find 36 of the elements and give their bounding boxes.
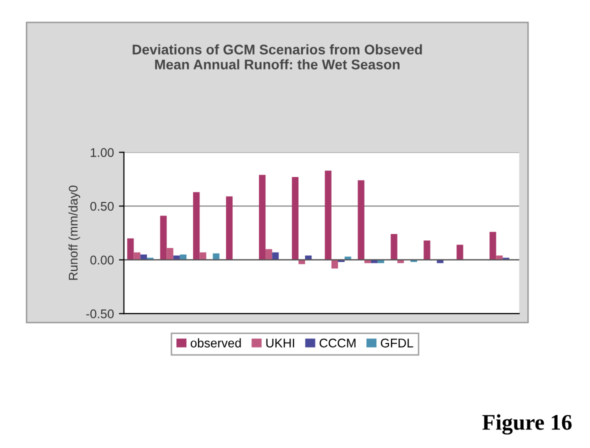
bar	[193, 192, 200, 260]
y-tick-label: -0.50	[86, 309, 114, 318]
bar	[140, 254, 147, 260]
bar	[173, 256, 180, 260]
bar	[134, 252, 140, 260]
bar	[226, 196, 233, 260]
chart-title: Deviations of GCM Scenarios from Obseved Mean Annual Runoff: the Wet Season	[132, 44, 422, 70]
bar	[272, 252, 279, 260]
y-tick-label: 0.50	[90, 202, 114, 211]
bar	[324, 170, 332, 260]
bar	[496, 256, 503, 260]
bar	[390, 234, 398, 260]
bar	[200, 252, 206, 260]
bar	[292, 177, 298, 260]
bar	[180, 254, 186, 260]
bar	[305, 256, 312, 260]
y-tick-label: 0.00	[90, 256, 114, 264]
legend-label: UKHI	[266, 338, 294, 348]
caption: Figure 16	[482, 414, 572, 435]
bar	[456, 244, 464, 260]
bar	[331, 260, 338, 268]
bar	[424, 240, 430, 260]
bar	[166, 248, 174, 260]
y-axis-title: Runoff (mm/day0	[68, 186, 80, 280]
bar	[160, 216, 167, 260]
y-tick-label: 1.00	[90, 148, 114, 157]
bar	[358, 180, 364, 260]
bar	[490, 232, 496, 260]
bar	[266, 249, 272, 260]
bar	[127, 238, 134, 260]
bar	[258, 174, 266, 260]
legend-label: observed	[190, 338, 241, 348]
bar	[344, 256, 352, 260]
legend-label: GFDL	[380, 338, 414, 348]
legend-label: CCCM	[320, 338, 356, 348]
bar	[212, 253, 220, 260]
